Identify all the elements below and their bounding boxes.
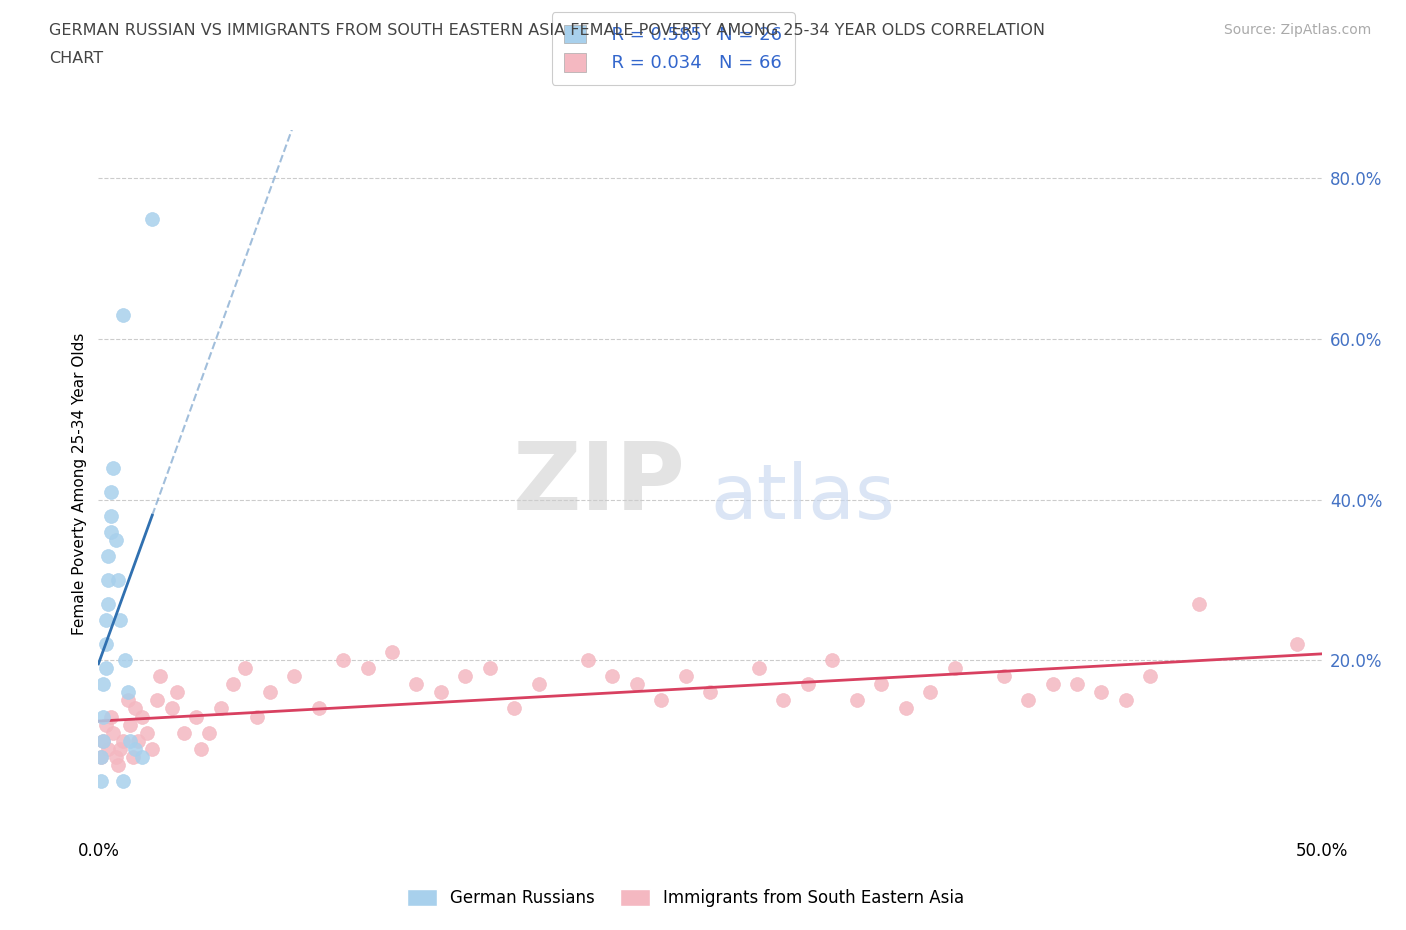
- Point: [107, 757, 129, 772]
- Point: [894, 701, 917, 716]
- Point: [650, 693, 672, 708]
- Point: [821, 653, 844, 668]
- Point: [283, 669, 305, 684]
- Point: [222, 677, 245, 692]
- Point: [186, 709, 208, 724]
- Point: [131, 709, 153, 724]
- Point: [246, 709, 269, 724]
- Point: [120, 733, 142, 748]
- Point: [124, 741, 146, 756]
- Text: CHART: CHART: [49, 51, 103, 66]
- Point: [121, 750, 143, 764]
- Point: [405, 677, 427, 692]
- Point: [97, 549, 120, 564]
- Point: [190, 741, 212, 756]
- Point: [111, 774, 134, 789]
- Point: [111, 733, 134, 748]
- Point: [100, 709, 122, 724]
- Point: [259, 685, 281, 700]
- Point: [141, 211, 163, 226]
- Point: [160, 701, 183, 716]
- Point: [576, 653, 599, 668]
- Point: [943, 661, 966, 676]
- Point: [100, 525, 122, 539]
- Point: [454, 669, 477, 684]
- Point: [94, 637, 117, 652]
- Point: [308, 701, 330, 716]
- Point: [107, 573, 129, 588]
- Point: [114, 653, 136, 668]
- Point: [124, 701, 146, 716]
- Point: [845, 693, 868, 708]
- Point: [197, 725, 219, 740]
- Point: [1139, 669, 1161, 684]
- Text: Source: ZipAtlas.com: Source: ZipAtlas.com: [1223, 23, 1371, 37]
- Point: [1286, 637, 1309, 652]
- Point: [100, 485, 122, 499]
- Point: [209, 701, 232, 716]
- Point: [146, 693, 169, 708]
- Point: [97, 597, 120, 612]
- Point: [90, 750, 112, 764]
- Point: [626, 677, 648, 692]
- Point: [381, 644, 404, 659]
- Text: atlas: atlas: [710, 460, 894, 535]
- Point: [993, 669, 1015, 684]
- Point: [503, 701, 526, 716]
- Point: [233, 661, 256, 676]
- Point: [430, 685, 453, 700]
- Point: [1017, 693, 1039, 708]
- Point: [104, 750, 127, 764]
- Point: [97, 573, 120, 588]
- Point: [356, 661, 378, 676]
- Point: [1115, 693, 1137, 708]
- Point: [1042, 677, 1064, 692]
- Point: [131, 750, 153, 764]
- Text: GERMAN RUSSIAN VS IMMIGRANTS FROM SOUTH EASTERN ASIA FEMALE POVERTY AMONG 25-34 : GERMAN RUSSIAN VS IMMIGRANTS FROM SOUTH …: [49, 23, 1045, 38]
- Point: [920, 685, 942, 700]
- Point: [527, 677, 550, 692]
- Point: [120, 717, 142, 732]
- Point: [100, 509, 122, 524]
- Point: [91, 709, 114, 724]
- Point: [97, 741, 120, 756]
- Point: [136, 725, 159, 740]
- Point: [90, 774, 112, 789]
- Point: [110, 741, 132, 756]
- Point: [94, 661, 117, 676]
- Point: [332, 653, 354, 668]
- Point: [117, 685, 139, 700]
- Point: [91, 733, 114, 748]
- Point: [772, 693, 794, 708]
- Point: [478, 661, 501, 676]
- Point: [90, 750, 112, 764]
- Point: [127, 733, 149, 748]
- Point: [104, 532, 127, 547]
- Point: [149, 669, 172, 684]
- Point: [600, 669, 623, 684]
- Point: [748, 661, 770, 676]
- Point: [117, 693, 139, 708]
- Y-axis label: Female Poverty Among 25-34 Year Olds: Female Poverty Among 25-34 Year Olds: [72, 332, 87, 635]
- Point: [870, 677, 893, 692]
- Point: [94, 717, 117, 732]
- Point: [91, 733, 114, 748]
- Point: [1188, 597, 1211, 612]
- Point: [1066, 677, 1088, 692]
- Point: [173, 725, 195, 740]
- Point: [94, 613, 117, 628]
- Point: [101, 460, 124, 475]
- Point: [699, 685, 721, 700]
- Legend: German Russians, Immigrants from South Eastern Asia: German Russians, Immigrants from South E…: [401, 882, 972, 913]
- Point: [797, 677, 820, 692]
- Point: [110, 613, 132, 628]
- Text: ZIP: ZIP: [513, 438, 686, 529]
- Point: [1090, 685, 1112, 700]
- Point: [675, 669, 697, 684]
- Point: [111, 308, 134, 323]
- Point: [91, 677, 114, 692]
- Point: [141, 741, 163, 756]
- Point: [166, 685, 188, 700]
- Point: [101, 725, 124, 740]
